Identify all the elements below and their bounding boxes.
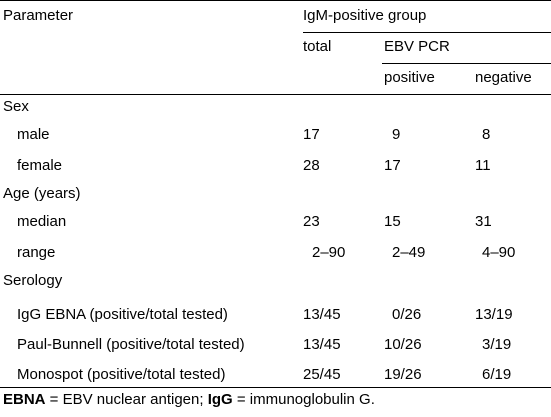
header-total: total [303,38,332,55]
footnote-igg-abbr: IgG [207,391,233,408]
footnote-ebna-abbr: EBNA [3,391,46,408]
row-total: 23 [303,213,320,230]
header-negative: negative [475,69,532,86]
row-positive: 17 [384,157,401,174]
top-rule [0,0,551,1]
row-label: median [17,213,67,230]
header-ebv-pcr: EBV PCR [384,38,450,55]
row-label: Paul-Bunnell (positive/total tested) [17,336,245,353]
row-negative: 31 [475,213,492,230]
footnote-igg-def: = immunoglobulin G. [232,391,375,408]
row-negative: 6/19 [482,366,512,383]
row-negative: 11 [475,157,491,174]
row-negative: 3/19 [482,336,512,353]
footnote-ebna-def: = EBV nuclear antigen; [45,391,208,408]
row-positive: 10/26 [384,336,422,353]
row-total: 13/45 [303,336,341,353]
row-label: female [17,157,63,174]
row-positive: 15 [384,213,401,230]
row-negative: 8 [482,126,491,143]
row-negative: 4–90 [482,244,516,261]
row-total: 28 [303,157,320,174]
section-title: Serology [3,272,63,289]
row-label: male [17,126,50,143]
row-positive: 9 [392,126,401,143]
table-bottom-rule [0,387,551,388]
row-positive: 2–49 [392,244,426,261]
footnote: EBNA = EBV nuclear antigen; IgG = immuno… [3,391,375,409]
group-rule [303,32,551,33]
row-negative: 13/19 [475,306,513,323]
header-positive: positive [384,69,435,86]
row-total: 25/45 [303,366,341,383]
row-positive: 0/26 [392,306,422,323]
ebv-rule [382,63,551,64]
row-total: 2–90 [312,244,346,261]
header-parameter: Parameter [3,7,74,24]
header-group: IgM-positive group [303,7,427,24]
row-total: 13/45 [303,306,341,323]
section-title: Sex [3,98,29,115]
row-positive: 19/26 [384,366,422,383]
section-title: Age (years) [3,185,81,202]
row-label: range [17,244,56,261]
row-label: Monospot (positive/total tested) [17,366,226,383]
row-label: IgG EBNA (positive/total tested) [17,306,228,323]
header-bottom-rule [0,94,551,95]
row-total: 17 [303,126,320,143]
